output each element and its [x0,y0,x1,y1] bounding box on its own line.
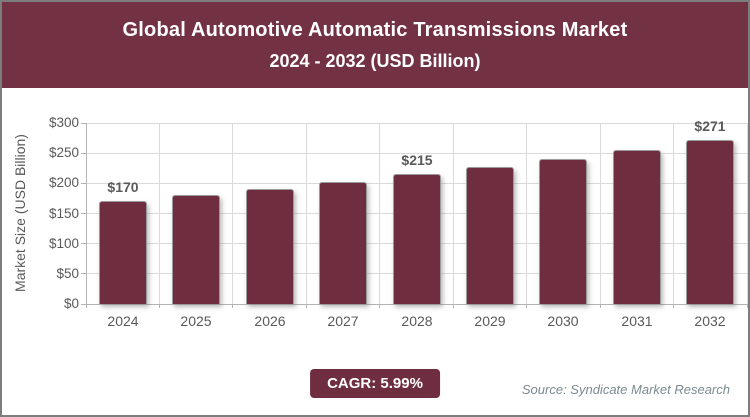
y-tick-mark [81,152,86,154]
v-gridline [305,123,307,304]
chart-title-line1: Global Automotive Automatic Transmission… [122,18,628,41]
cagr-badge: CAGR: 5.99% [310,369,440,398]
x-tick-mark [599,304,601,308]
v-gridline [746,123,748,304]
bar-2029 [466,167,514,304]
x-tick-label: 2027 [327,313,359,329]
x-tick-label: 2031 [621,313,653,329]
y-tick-mark [81,303,86,305]
x-tick-label: 2028 [401,313,433,329]
y-tick-label: $200 [48,175,79,191]
bar-2026 [246,189,294,304]
v-gridline [379,123,381,304]
x-tick-mark [526,304,528,308]
y-tick-mark [81,213,86,214]
bar-2025 [172,195,220,304]
y-tick-mark [81,182,86,184]
x-axis-line [86,303,747,305]
x-tick-label: 2029 [474,313,506,329]
v-gridline [673,123,675,304]
v-gridline [526,123,528,304]
v-gridline [158,123,160,304]
bar-value-label: $170 [107,179,139,195]
x-tick-mark [158,304,160,308]
bar-2031 [613,150,661,304]
y-tick-label: $250 [48,145,79,161]
x-tick-mark [673,304,675,308]
bar-value-label: $215 [401,152,433,168]
h-gridline [86,122,747,124]
x-tick-label: 2025 [180,313,212,329]
x-tick-mark [379,304,381,308]
bar-2024 [99,201,147,304]
x-tick-mark [305,304,307,308]
y-axis-line [85,123,87,304]
bar-2032 [686,140,734,304]
x-tick-mark [746,304,748,308]
source-attribution: Source: Syndicate Market Research [521,382,730,397]
h-gridline [86,152,747,154]
v-gridline [452,123,454,304]
y-tick-label: $0 [63,296,79,311]
bar-2028 [393,174,441,304]
y-tick-mark [81,122,86,124]
y-tick-label: $50 [56,265,79,281]
x-tick-label: 2030 [547,313,579,329]
x-tick-mark [232,304,234,308]
bar-2030 [539,159,587,304]
x-tick-mark [85,304,87,308]
x-tick-label: 2032 [694,313,726,329]
title-banner: Global Automotive Automatic Transmission… [2,2,748,88]
x-tick-label: 2024 [107,313,139,329]
y-tick-label: $150 [48,205,79,221]
bar-value-label: $271 [694,118,726,134]
y-tick-mark [81,243,86,245]
y-tick-mark [81,273,86,275]
v-gridline [599,123,601,304]
chart-title-line2: 2024 - 2032 (USD Billion) [269,50,481,71]
x-tick-label: 2026 [254,313,286,329]
x-tick-mark [452,304,454,308]
y-tick-label: $100 [48,235,79,251]
bar-2027 [319,182,367,304]
y-tick-label: $300 [48,115,79,130]
v-gridline [232,123,234,304]
